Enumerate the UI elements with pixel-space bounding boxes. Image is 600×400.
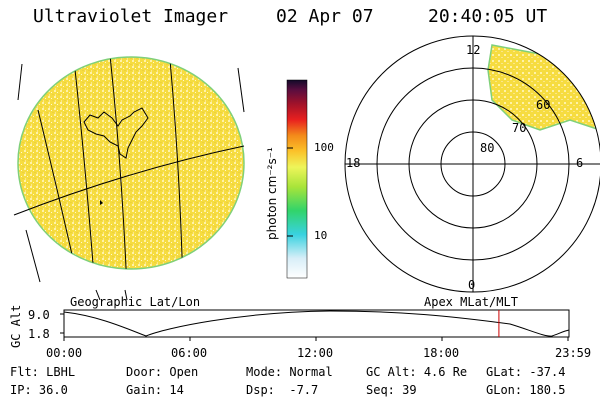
mlt-label-12: 12 [466,43,481,57]
mlt-label-0: 0 [468,278,476,292]
mlat-label-70: 70 [512,121,527,135]
status-gain: Gain: 14 [126,383,184,397]
altitude-curve [63,310,570,337]
colorbar-tick-10: 10 [314,229,328,242]
orbit-xtick-4: 23:59 [555,346,592,360]
app-title: Ultraviolet Imager [33,6,229,27]
status-glat: GLat: -37.4 [486,365,566,379]
coastline-outline [83,107,149,159]
orbit-xtick-0: 00:00 [46,346,83,360]
mlat-label-80: 80 [480,141,495,155]
latitude-line [13,145,245,216]
status-dsp: Dsp: -7.7 [246,383,319,397]
status-ip: IP: 36.0 [10,383,68,397]
status-flt: Flt: LBHL [10,365,76,379]
colorbar [286,79,308,279]
observation-time: 20:40:05 UT [428,6,548,27]
status-seq: Seq: 39 [366,383,417,397]
status-glon: GLon: 180.5 [486,383,566,397]
orbit-plot-frame [63,309,570,338]
status-gc-alt: GC Alt: 4.6 Re [366,365,468,379]
orbit-ytick-low: 1.8 [28,327,50,341]
colorbar-scale [286,79,308,279]
polar-plot [344,35,600,293]
orbit-xtick-3: 18:00 [423,346,460,360]
colorbar-tick-100: 100 [314,141,334,154]
apex-label: Apex MLat/MLT [424,295,518,309]
mlt-label-18: 18 [346,156,361,170]
earth-uv-image [13,56,245,300]
orbit-xtick-1: 06:00 [171,346,208,360]
earth-disk [17,56,245,270]
mlat-label-60: 60 [536,98,551,112]
mlt-label-6: 6 [576,156,584,170]
orbit-xtick-2: 12:00 [297,346,334,360]
geographic-label: Geographic Lat/Lon [70,295,201,309]
site-marker [100,200,103,205]
status-mode: Mode: Normal [246,365,333,379]
orbit-ytick-high: 9.0 [28,308,50,322]
observation-date: 02 Apr 07 [276,6,374,27]
status-door: Door: Open [126,365,199,379]
orbit-ylabel: GC Alt [9,304,23,348]
